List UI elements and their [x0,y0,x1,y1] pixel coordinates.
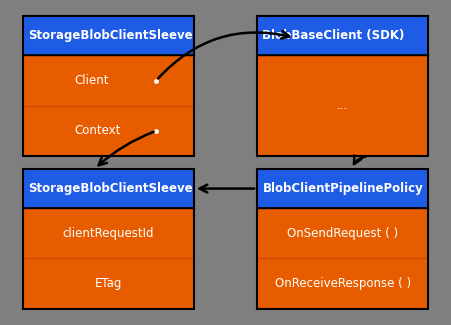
Bar [23,55,194,106]
Text: clientRequestId: clientRequestId [63,227,154,240]
Bar [23,106,194,156]
Text: BlobClientPipelinePolicy: BlobClientPipelinePolicy [262,182,423,195]
Bar [257,16,428,55]
Text: ETag: ETag [95,277,122,290]
Text: Client: Client [74,74,108,87]
Bar [23,258,194,309]
Text: Context: Context [74,124,120,137]
Bar [257,169,428,309]
Text: StorageBlobClientSleeve: StorageBlobClientSleeve [28,182,193,195]
Bar [257,55,428,156]
Text: BlobBaseClient (SDK): BlobBaseClient (SDK) [262,29,405,42]
Bar [23,169,194,309]
Bar [23,16,194,156]
Bar [257,16,428,156]
Text: OnSendRequest ( ): OnSendRequest ( ) [287,227,398,240]
Bar [257,169,428,208]
Text: StorageBlobClientSleeve: StorageBlobClientSleeve [28,29,193,42]
Text: OnReceiveResponse ( ): OnReceiveResponse ( ) [275,277,411,290]
Bar [257,258,428,309]
Bar [257,208,428,258]
Text: ...: ... [337,99,348,112]
Bar [23,208,194,258]
Bar [23,16,194,55]
Bar [23,169,194,208]
